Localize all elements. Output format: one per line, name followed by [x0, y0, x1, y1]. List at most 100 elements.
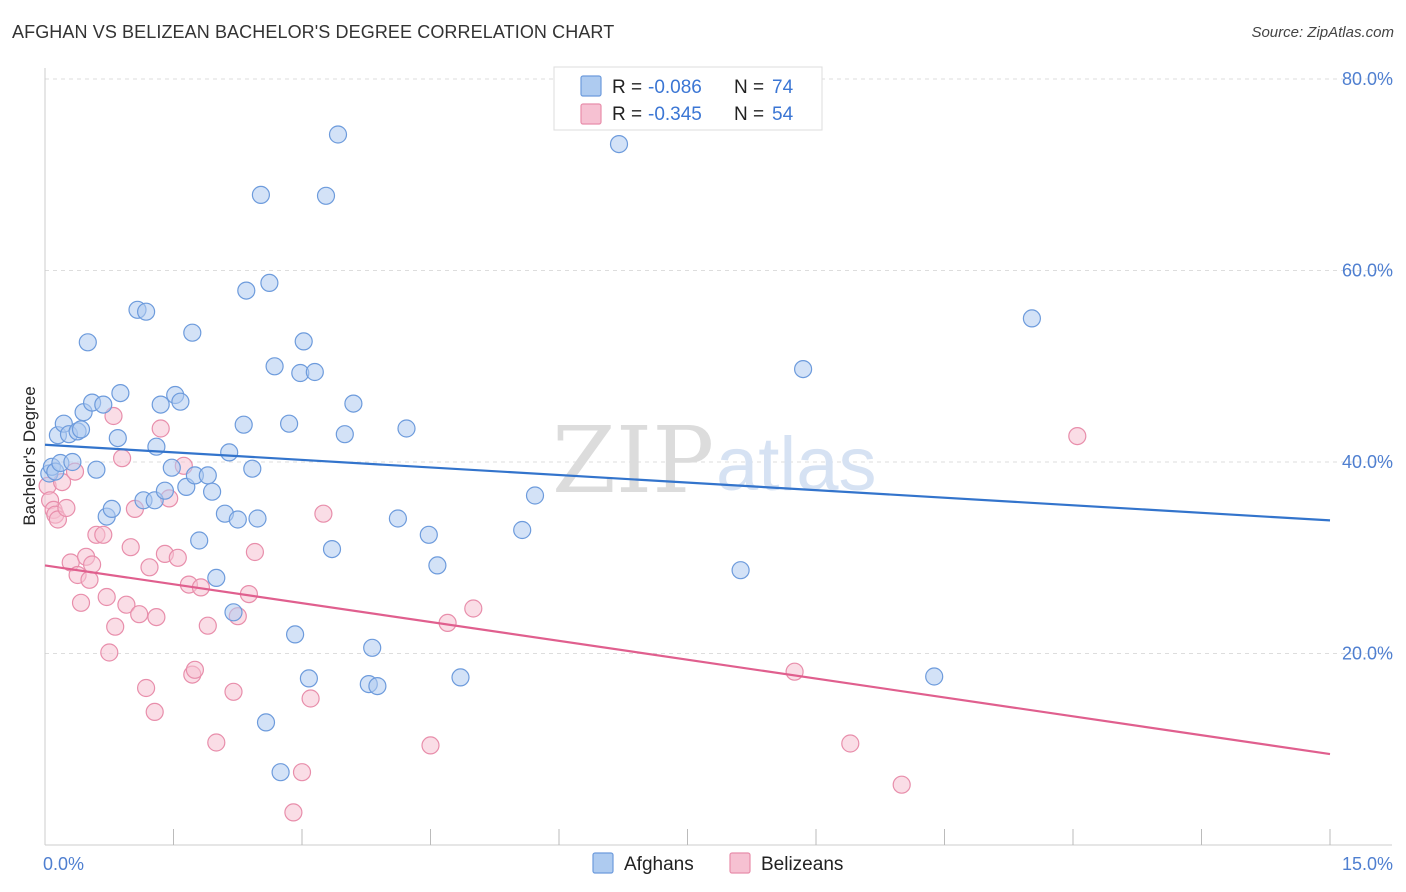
afghans-point [322, 539, 342, 559]
afghans-point [111, 384, 130, 403]
afghans-point [243, 459, 262, 478]
afghans-point [419, 525, 438, 544]
legend-n-label-belizeans: N = [734, 104, 764, 125]
afghans-point [248, 509, 267, 528]
belizeans-point [464, 599, 483, 618]
afghans-swatch [580, 75, 602, 97]
tick-labels: 20.0% 40.0% 60.0% 80.0% 0.0% 15.0% [43, 69, 1393, 874]
afghans-point [305, 362, 324, 382]
afghans-point [344, 394, 363, 413]
afghans-point [793, 360, 813, 379]
legend-r-value-afghans: -0.086 [648, 77, 702, 98]
afghans-point [609, 135, 629, 154]
afghans-point [316, 186, 336, 205]
belizeans-point [224, 682, 243, 701]
trend-lines [44, 443, 1331, 756]
belizeans-point [151, 419, 170, 438]
afghans-point [203, 482, 222, 501]
legend-n-label-afghans: N = [734, 77, 764, 98]
belizeans-point [140, 558, 159, 577]
afghans-point [256, 713, 276, 732]
belizeans-point [421, 736, 440, 755]
legend-r-label-belizeans: R = [612, 104, 642, 125]
afghans-point [428, 556, 447, 575]
afghans-point [513, 520, 532, 540]
afghans-point [451, 668, 470, 687]
afghans-point [260, 273, 279, 292]
legend-r-label-afghans: R = [612, 77, 642, 98]
belizeans-point [137, 678, 156, 698]
belizeans-point [100, 643, 119, 662]
afghans-point [280, 414, 299, 433]
afghans-point [155, 481, 174, 500]
watermark-atlas: atlas [716, 422, 877, 507]
afghans-legend-swatch [592, 852, 614, 874]
afghans-point [183, 323, 202, 342]
x-tick-label: 0.0% [43, 854, 84, 874]
belizeans-point [785, 662, 804, 681]
belizeans-point [245, 542, 264, 562]
belizeans-point [301, 689, 320, 708]
afghans-point [224, 603, 243, 622]
belizeans-point [841, 734, 860, 753]
afghans-point [87, 460, 106, 479]
afghans-point [151, 395, 170, 414]
belizeans-point [168, 548, 187, 567]
belizeans-point [314, 504, 333, 523]
afghans-trend-line [44, 443, 1331, 522]
y-tick-label: 20.0% [1342, 644, 1393, 664]
y-tick-label: 60.0% [1342, 261, 1393, 281]
belizeans-swatch [580, 103, 602, 125]
afghans-point [731, 561, 750, 580]
afghans-point [198, 466, 217, 485]
afghans-point [102, 499, 121, 518]
afghans-point [78, 333, 97, 352]
afghans-point [335, 425, 354, 444]
afghans-point [388, 509, 407, 528]
belizeans-legend-swatch [729, 852, 751, 874]
afghans-legend-label: Afghans [624, 854, 694, 875]
afghans-point [207, 568, 226, 588]
source-credit: Source: ZipAtlas.com [1251, 24, 1394, 41]
belizeans-point [284, 803, 303, 822]
stats-legend: R = -0.086 N = 74 R = -0.345 N = 54 [553, 66, 823, 131]
belizeans-legend-label: Belizeans [761, 854, 843, 875]
afghans-point [228, 510, 247, 529]
watermark-zip: ZIP [552, 407, 714, 514]
belizeans-point [97, 587, 116, 607]
afghans-point [925, 667, 944, 686]
y-axis-label: Bachelor's Degree [20, 386, 39, 525]
afghans-point [271, 763, 290, 782]
afghans-point [190, 531, 209, 550]
afghans-point [63, 452, 82, 472]
legend-n-value-afghans: 74 [772, 77, 794, 98]
afghans-point [294, 332, 313, 351]
belizeans-point [106, 617, 125, 636]
afghans-point [368, 676, 387, 696]
belizeans-point [57, 498, 76, 518]
afghans-point [220, 443, 239, 462]
belizeans-point [94, 525, 113, 544]
legend-n-value-belizeans: 54 [772, 104, 794, 125]
belizeans-point [292, 763, 312, 782]
afghans-point [162, 458, 181, 477]
belizeans-point [121, 538, 140, 557]
afghans-point [171, 392, 190, 411]
y-tick-label: 80.0% [1342, 69, 1393, 89]
belizeans-point [147, 607, 166, 627]
afghans-point [234, 415, 253, 434]
afghans-point [94, 395, 113, 414]
belizeans-point [198, 616, 217, 635]
axes [44, 68, 1392, 846]
afghans-point [397, 419, 416, 438]
belizeans-point [1068, 427, 1087, 446]
belizeans-point [112, 449, 132, 468]
x-tick-label: 15.0% [1342, 854, 1393, 874]
belizeans-point [145, 702, 164, 722]
belizeans-point [130, 605, 149, 624]
belizeans-point [185, 660, 204, 679]
grid-lines [45, 78, 1392, 654]
belizeans-point [71, 593, 91, 612]
belizeans-point [892, 775, 911, 794]
y-tick-label: 40.0% [1342, 452, 1393, 472]
